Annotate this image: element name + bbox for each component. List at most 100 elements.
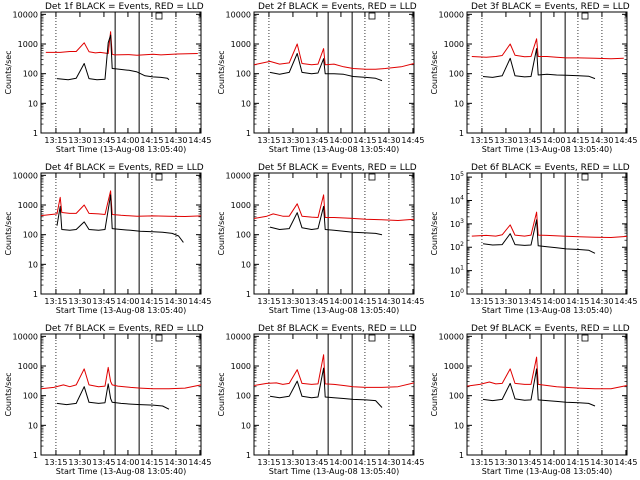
x-tick-label: 14:00 [329,136,352,145]
x-tick-label: 14:15 [140,458,163,467]
y-tick-label: 10000 [226,10,251,19]
x-tick-label: 13:15 [257,136,280,145]
x-tick-label: 14:15 [353,297,376,306]
x-tick-label: 14:45 [188,458,211,467]
y-tick-label: 1 [33,290,38,299]
panel-title: Det 2f BLACK = Events, RED = LLD [258,2,417,12]
legend-marker [581,173,589,181]
x-tick-label: 14:00 [542,297,565,306]
events-series-line [482,48,596,80]
x-tick-label: 13:45 [92,136,115,145]
y-tick-label: 1 [33,451,38,460]
x-tick-label: 13:45 [305,297,328,306]
x-tick-label: 14:15 [140,297,163,306]
x-tick-label: 14:45 [614,136,637,145]
x-tick-label: 14:30 [164,136,187,145]
events-series-line [482,219,596,254]
y-axis-label: Counts/sec [4,211,13,255]
x-tick-label: 13:30 [494,458,517,467]
x-tick-label: 13:15 [44,297,67,306]
x-tick-label: 14:00 [542,458,565,467]
plot-frame [253,333,415,456]
y-tick-label: 10 [241,421,251,430]
panel-title: Det 4f BLACK = Events, RED = LLD [45,163,204,173]
y-tick-label: 100 [236,231,251,240]
y-tick-exponent: 0 [460,288,464,295]
x-tick-label: 14:15 [353,458,376,467]
y-axis-label: Counts/sec [217,372,226,416]
events-series-line [56,194,184,243]
x-axis-label: Start Time (13-Aug-08 13:05:40) [482,145,613,154]
lld-series-line [253,194,415,221]
y-tick-label: 1000 [18,40,38,49]
y-axis-label: Counts/sec [430,372,439,416]
y-tick-label: 1000 [444,362,464,371]
plot-frame [253,172,415,295]
x-tick-label: 13:15 [44,136,67,145]
x-tick-label: 13:15 [470,136,493,145]
lld-series-line [471,38,624,60]
panel-6: Det 6f BLACK = Events, RED = LLD10010110… [430,163,637,315]
x-tick-label: 14:30 [590,136,613,145]
y-tick-exponent: 1 [460,265,464,272]
y-tick-label: 1000 [231,40,251,49]
panel-title: Det 1f BLACK = Events, RED = LLD [45,2,204,12]
panel-title: Det 7f BLACK = Events, RED = LLD [45,324,204,334]
lld-series-line [40,366,202,390]
panel-2: Det 2f BLACK = Events, RED = LLD 1 10 100 10… [217,2,424,154]
y-tick-label: 104 [450,194,464,205]
y-tick-label: 1 [246,290,251,299]
y-tick-label: 10 [28,421,38,430]
y-tick-label: 102 [450,241,464,252]
lld-series-line [40,190,202,217]
y-axis-label: Counts/sec [4,372,13,416]
y-tick-exponent: 2 [460,241,464,248]
panel-title: Det 8f BLACK = Events, RED = LLD [258,324,417,334]
y-axis-label: Counts/sec [217,211,226,255]
y-tick-label: 1000 [231,362,251,371]
legend-marker [155,334,163,342]
y-tick-label: 10 [454,99,464,108]
legend-marker [581,12,589,20]
x-tick-label: 13:45 [92,297,115,306]
x-tick-label: 14:15 [140,136,163,145]
y-axis-label: Counts/sec [217,50,226,94]
panel-8: Det 8f BLACK = Events, RED = LLD 1 10 100 10… [217,324,424,476]
x-axis-label: Start Time (13-Aug-08 13:05:40) [56,306,187,315]
x-tick-label: 14:30 [377,136,400,145]
lld-series-line [253,354,415,388]
y-tick-label: 105 [450,171,464,182]
x-tick-label: 13:30 [281,297,304,306]
legend-marker [155,173,163,181]
y-tick-label: 100 [449,70,464,79]
panel-title: Det 6f BLACK = Events, RED = LLD [471,163,630,173]
plot-frame [466,172,628,295]
plot-frame [40,333,202,456]
lld-series-line [45,31,198,56]
y-tick-label: 10000 [13,10,38,19]
y-tick-label: 100 [236,70,251,79]
y-tick-exponent: 3 [460,218,464,225]
y-tick-label: 100 [23,392,38,401]
y-tick-label: 100 [23,70,38,79]
y-tick-label: 1 [33,129,38,138]
events-series-line [269,205,383,236]
x-tick-label: 13:30 [68,136,91,145]
x-tick-label: 14:00 [329,297,352,306]
lld-series-line [471,211,628,238]
y-axis-label: Counts/sec [430,50,439,94]
panel-4: Det 4f BLACK = Events, RED = LLD 1 10 100 10… [4,163,211,315]
x-tick-label: 14:15 [566,136,589,145]
plot-frame [40,11,202,134]
x-tick-label: 14:00 [116,136,139,145]
x-tick-label: 13:15 [257,297,280,306]
lld-series-line [253,43,415,70]
y-tick-label: 10000 [439,332,464,341]
y-tick-label: 10 [241,260,251,269]
x-tick-label: 14:45 [401,458,424,467]
panel-3: Det 3f BLACK = Events, RED = LLD 1 10 100 10… [430,2,637,154]
y-tick-label: 10000 [13,171,38,180]
legend-marker [368,173,376,181]
y-tick-exponent: 5 [460,171,464,178]
plot-frame [466,333,628,456]
